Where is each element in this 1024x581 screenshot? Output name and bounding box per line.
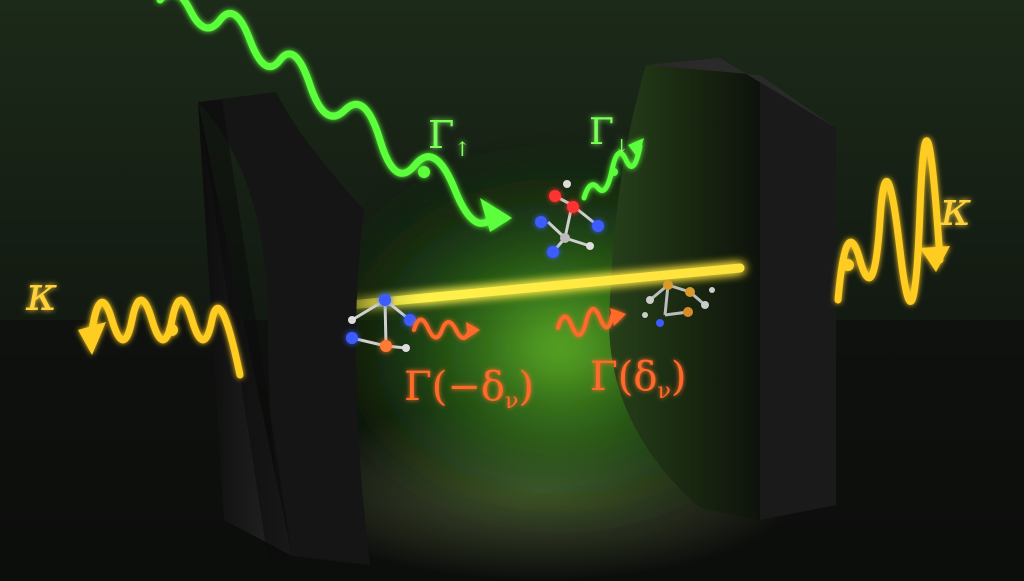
atom-gray <box>701 301 709 309</box>
left-mirror <box>198 92 370 565</box>
gamma-down-label: Γ <box>589 112 614 153</box>
gamma-minus-close: ) <box>518 364 534 410</box>
gamma-plus-close: ) <box>671 354 687 400</box>
gamma-down-subscript: ↓ <box>614 136 629 157</box>
atom-red <box>549 190 561 202</box>
atom-orange <box>685 287 695 297</box>
kappa-right-label: κ <box>939 181 971 237</box>
atom-blue <box>535 216 547 228</box>
gamma-minus-main: Γ(−δ <box>404 364 505 410</box>
atom-gray <box>709 287 715 293</box>
atom-gray <box>560 233 570 243</box>
atom-red <box>567 201 579 213</box>
atom-gray <box>563 180 571 188</box>
atom-orange <box>683 307 693 317</box>
atom-gray <box>586 242 594 250</box>
cavity-mode-beam <box>345 263 745 310</box>
atom-blue <box>346 332 358 344</box>
right-mirror <box>609 58 836 520</box>
atom-gray <box>402 344 410 352</box>
atom-blue <box>404 314 416 326</box>
atom-blue <box>656 319 664 327</box>
atom-gray <box>642 312 648 318</box>
gamma-minus-sub: ν <box>505 389 518 414</box>
atom-gray <box>348 316 356 324</box>
cavity-loss-wave-right <box>834 137 950 305</box>
atom-blue <box>547 246 559 258</box>
gamma-plus-delta-label: Γ(δν) <box>590 354 686 404</box>
cavity-loss-wave-left <box>78 296 244 379</box>
gamma-minus-delta-label: Γ(−δν) <box>404 364 534 414</box>
emission-wave <box>581 138 644 201</box>
pump-wave <box>156 0 512 232</box>
gamma-up-subscript: ↑ <box>454 137 471 161</box>
gamma-plus-main: Γ(δ <box>590 354 657 400</box>
atom-orange <box>663 280 673 290</box>
vibrational-wave-left <box>412 317 480 340</box>
molecule-right <box>642 280 715 327</box>
molecule-top <box>535 180 604 258</box>
atom-gray <box>646 296 654 304</box>
atom-blue <box>379 294 391 306</box>
kappa-left-label: κ <box>25 266 57 322</box>
molecule-left <box>346 294 416 352</box>
vibrational-wave-right <box>556 307 626 337</box>
atom-blue <box>592 220 604 232</box>
gamma-plus-sub: ν <box>657 379 670 404</box>
gamma-up-label: Γ <box>428 113 454 157</box>
atom-orange <box>380 340 392 352</box>
